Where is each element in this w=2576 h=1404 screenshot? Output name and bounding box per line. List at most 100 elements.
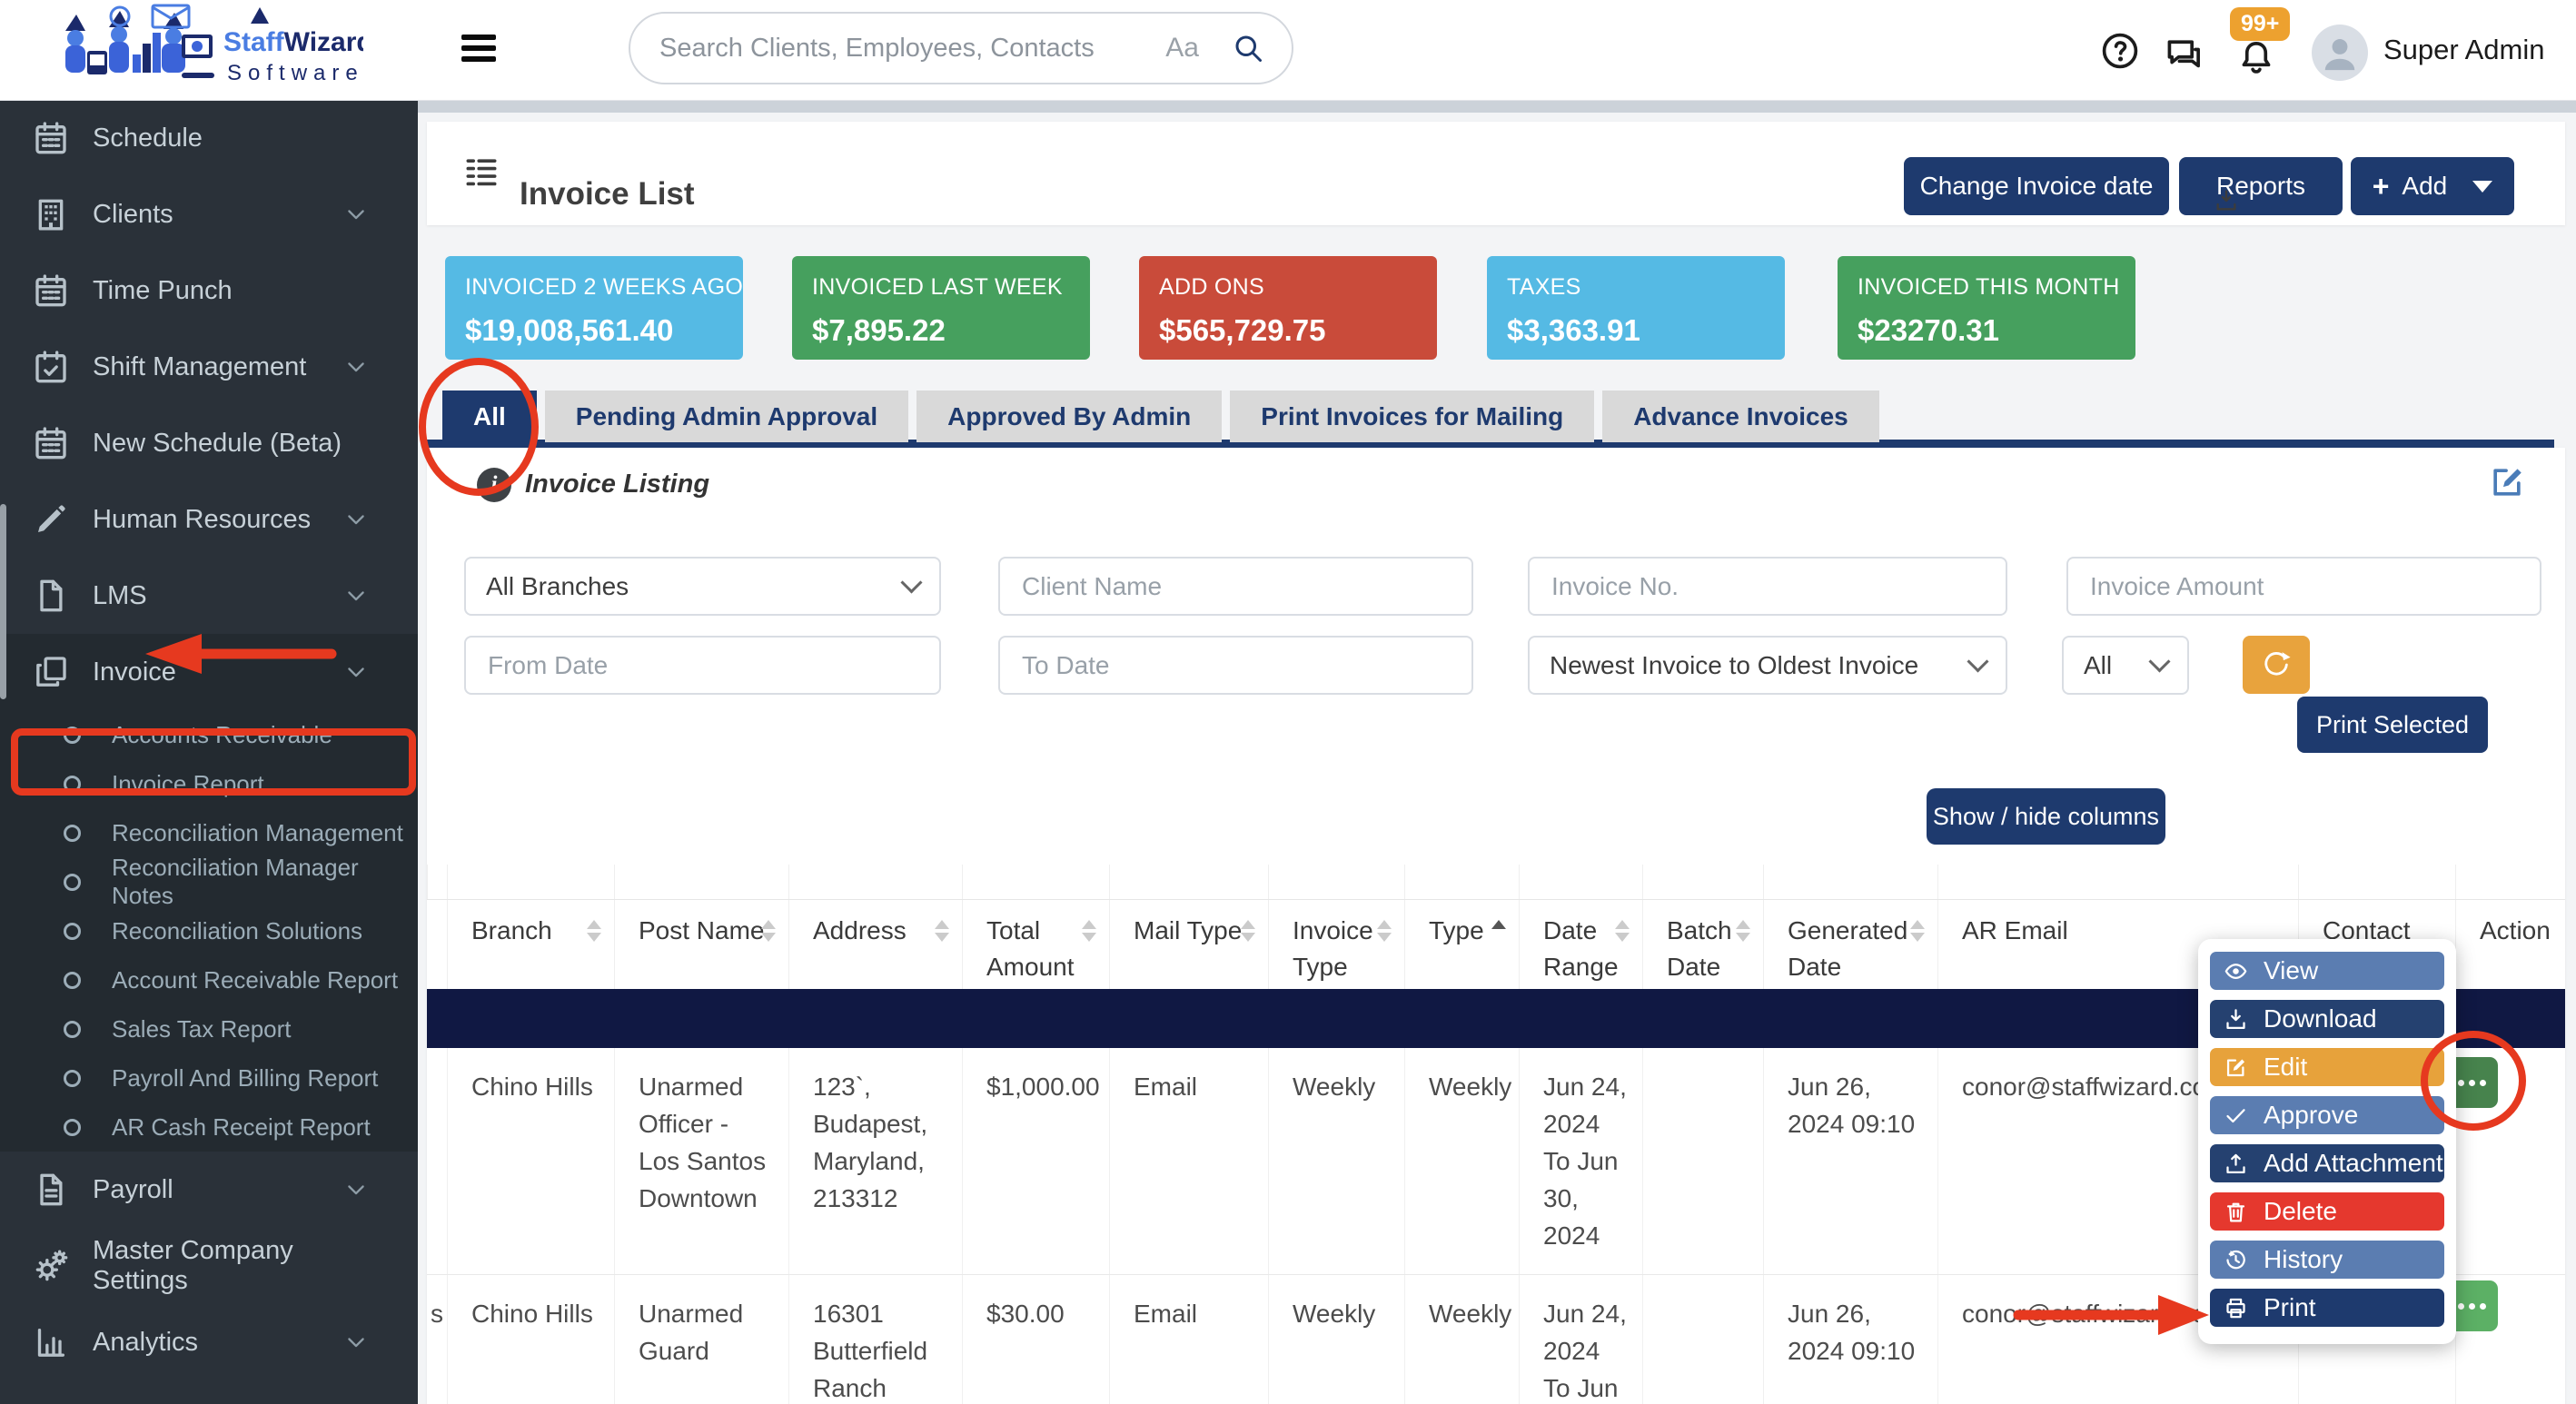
trash-icon <box>2224 1200 2248 1224</box>
sidebar-subitem-label: Reconciliation Management <box>112 819 403 847</box>
sidebar-item-clients[interactable]: Clients <box>0 176 418 252</box>
from-date-field <box>464 636 941 695</box>
search-input[interactable] <box>658 33 1165 64</box>
tab-all[interactable]: All <box>442 391 537 442</box>
sidebar-subitem-payroll-and-billing-report[interactable]: Payroll And Billing Report <box>0 1053 418 1102</box>
client-name-input[interactable] <box>1020 571 1451 602</box>
edit-listing-icon[interactable] <box>2487 462 2527 502</box>
menu-item-print[interactable]: Print <box>2210 1289 2444 1327</box>
menu-item-label: View <box>2264 956 2318 985</box>
bullet-icon <box>64 1119 81 1136</box>
sort-arrows-icon <box>1241 920 1255 942</box>
sidebar-item-shift-management[interactable]: Shift Management <box>0 329 418 405</box>
menu-item-view[interactable]: View <box>2210 952 2444 990</box>
sidebar-subitem-sales-tax-report[interactable]: Sales Tax Report <box>0 1004 418 1053</box>
sidebar-subitem-invoice-report[interactable]: Invoice Report <box>0 759 418 808</box>
sidebar-item-analytics[interactable]: Analytics <box>0 1304 418 1380</box>
status-select[interactable]: All <box>2062 636 2189 695</box>
menu-item-edit[interactable]: Edit <box>2210 1048 2444 1086</box>
case-sensitivity-toggle[interactable]: Aa <box>1165 33 1199 64</box>
menu-item-download[interactable]: Download <box>2210 1000 2444 1038</box>
menu-toggle-icon[interactable] <box>461 35 496 65</box>
stat-card-invoiced-2-weeks-ago: INVOICED 2 WEEKS AGO$19,008,561.40 <box>445 256 743 360</box>
menu-item-approve[interactable]: Approve <box>2210 1096 2444 1134</box>
sort-arrows-icon <box>587 920 601 942</box>
menu-item-label: Delete <box>2264 1197 2337 1226</box>
to-date-input[interactable] <box>1020 650 1451 681</box>
help-icon[interactable] <box>2100 31 2140 71</box>
menu-item-add-attachment[interactable]: Add Attachment <box>2210 1144 2444 1182</box>
column-header-action[interactable]: Action <box>2455 900 2565 989</box>
column-header-mail-type[interactable]: Mail Type <box>1109 900 1268 989</box>
chevron-down-icon <box>343 659 369 685</box>
menu-item-label: Edit <box>2264 1053 2307 1082</box>
column-header-generated-date[interactable]: Generated Date <box>1763 900 1937 989</box>
listing-title: Invoice Listing <box>525 470 709 499</box>
tab-approved-by-admin[interactable]: Approved By Admin <box>916 391 1222 442</box>
column-header-address[interactable]: Address <box>788 900 962 989</box>
horizontal-scrollbar[interactable] <box>418 100 2576 113</box>
info-icon: i <box>477 468 511 502</box>
user-avatar[interactable] <box>2312 25 2368 81</box>
sidebar-item-schedule[interactable]: Schedule <box>0 100 418 176</box>
invoice-no-input[interactable] <box>1550 571 1986 602</box>
sidebar-item-label: Payroll <box>93 1175 173 1205</box>
change-invoice-date-button[interactable]: Change Invoice date <box>1904 157 2169 215</box>
sidebar-scrollbar-thumb[interactable] <box>0 504 6 699</box>
column-header-branch[interactable]: Branch <box>447 900 614 989</box>
column-header-post-name[interactable]: Post Name <box>614 900 788 989</box>
sidebar-subitem-reconciliation-manager-notes[interactable]: Reconciliation Manager Notes <box>0 857 418 906</box>
sidebar-subitem-account-receivable-report[interactable]: Account Receivable Report <box>0 955 418 1004</box>
sidebar-item-invoice[interactable]: Invoice <box>0 634 418 710</box>
column-header-date-range[interactable]: Date Range <box>1519 900 1642 989</box>
search-icon[interactable] <box>1232 32 1264 64</box>
menu-item-delete[interactable]: Delete <box>2210 1192 2444 1231</box>
print-selected-button[interactable]: Print Selected <box>2297 697 2488 753</box>
sidebar-item-master-company-settings[interactable]: Master Company Settings <box>0 1228 418 1304</box>
invoice-amount-input[interactable] <box>2088 571 2520 602</box>
add-button[interactable]: + Add <box>2351 157 2514 215</box>
cell-generated_date: Jun 26, 2024 09:10 <box>1763 1275 1937 1404</box>
refresh-button[interactable] <box>2243 636 2310 694</box>
menu-item-label: Add Attachment <box>2264 1149 2443 1178</box>
print-icon <box>2224 1296 2248 1320</box>
sidebar-subitem-reconciliation-solutions[interactable]: Reconciliation Solutions <box>0 906 418 955</box>
sort-order-select[interactable]: Newest Invoice to Oldest Invoice <box>1528 636 2007 695</box>
sidebar-item-label: Clients <box>93 200 173 230</box>
notifications-bell-icon[interactable] <box>2236 38 2276 82</box>
tab-pending-admin-approval[interactable]: Pending Admin Approval <box>545 391 908 442</box>
column-header-batch-date[interactable]: Batch Date <box>1642 900 1763 989</box>
column-header-label: Generated Date <box>1788 916 1907 981</box>
sidebar-subitem-ar-cash-receipt-report[interactable]: AR Cash Receipt Report <box>0 1102 418 1152</box>
calendar-icon <box>33 120 69 156</box>
sidebar-subitem-reconciliation-management[interactable]: Reconciliation Management <box>0 808 418 857</box>
branches-select[interactable]: All Branches <box>464 557 941 616</box>
sidebar-item-payroll[interactable]: Payroll <box>0 1152 418 1228</box>
cell-mail_type: Email <box>1109 1048 1268 1274</box>
file-icon <box>33 578 69 614</box>
sidebar-item-time-punch[interactable]: Time Punch <box>0 252 418 329</box>
from-date-input[interactable] <box>486 650 919 681</box>
refresh-icon <box>2261 649 2292 680</box>
user-name-label[interactable]: Super Admin <box>2383 0 2545 100</box>
tab-print-invoices-for-mailing[interactable]: Print Invoices for Mailing <box>1230 391 1594 442</box>
sidebar-item-human-resources[interactable]: Human Resources <box>0 481 418 558</box>
sort-arrows-icon <box>1615 920 1630 942</box>
chevron-down-icon <box>900 571 922 593</box>
tab-advance-invoices[interactable]: Advance Invoices <box>1602 391 1879 442</box>
sidebar-subitem-label: Reconciliation Solutions <box>112 917 362 945</box>
sort-arrows-icon <box>1491 920 1506 929</box>
column-header-invoice-type[interactable]: Invoice Type <box>1268 900 1404 989</box>
stat-value: $3,363.91 <box>1507 313 1765 348</box>
column-header-total-amount[interactable]: Total Amount <box>962 900 1109 989</box>
staffwizard-logo[interactable]: StaffWizard Software <box>45 4 363 96</box>
show-hide-columns-button[interactable]: Show / hide columns <box>1927 788 2165 845</box>
menu-item-history[interactable]: History <box>2210 1241 2444 1279</box>
sidebar-item-new-schedule-beta[interactable]: New Schedule (Beta) <box>0 405 418 481</box>
column-header-type[interactable]: Type <box>1404 900 1519 989</box>
sidebar-subitem-accounts-receivable[interactable]: Accounts Receivable <box>0 710 418 759</box>
cell-invoice_type: Weekly <box>1268 1275 1404 1404</box>
reports-button[interactable]: Reports <box>2179 157 2343 215</box>
sidebar-item-lms[interactable]: LMS <box>0 558 418 634</box>
chat-icon[interactable] <box>2164 35 2204 71</box>
